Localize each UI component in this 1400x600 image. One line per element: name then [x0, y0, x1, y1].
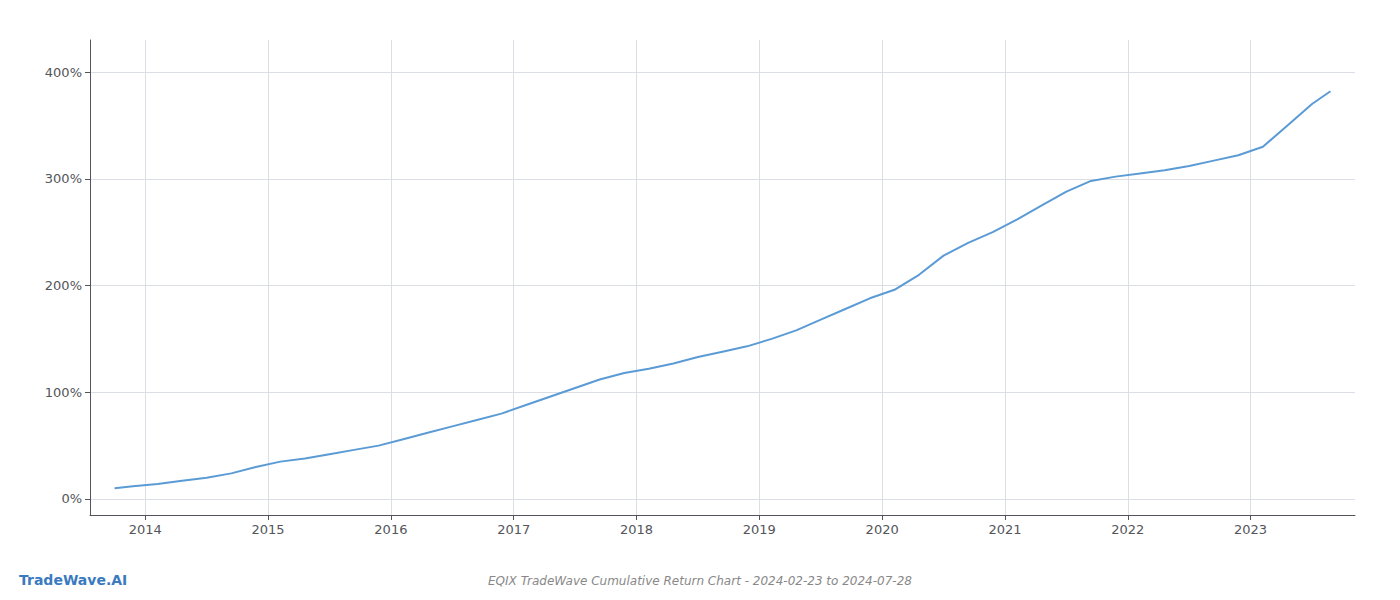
svg-text:2017: 2017: [497, 522, 530, 537]
svg-text:TradeWave.AI: TradeWave.AI: [19, 572, 127, 588]
svg-text:2014: 2014: [129, 522, 162, 537]
svg-text:200%: 200%: [45, 278, 82, 293]
svg-text:2018: 2018: [620, 522, 653, 537]
svg-text:2015: 2015: [252, 522, 285, 537]
svg-text:0%: 0%: [61, 491, 82, 506]
svg-text:2022: 2022: [1111, 522, 1144, 537]
svg-text:2019: 2019: [743, 522, 776, 537]
svg-text:EQIX TradeWave Cumulative Retu: EQIX TradeWave Cumulative Return Chart -…: [488, 574, 912, 588]
svg-text:400%: 400%: [45, 65, 82, 80]
svg-text:2016: 2016: [374, 522, 407, 537]
svg-text:2023: 2023: [1234, 522, 1267, 537]
svg-text:100%: 100%: [45, 385, 82, 400]
svg-text:300%: 300%: [45, 171, 82, 186]
svg-text:2020: 2020: [866, 522, 899, 537]
svg-text:2021: 2021: [988, 522, 1021, 537]
